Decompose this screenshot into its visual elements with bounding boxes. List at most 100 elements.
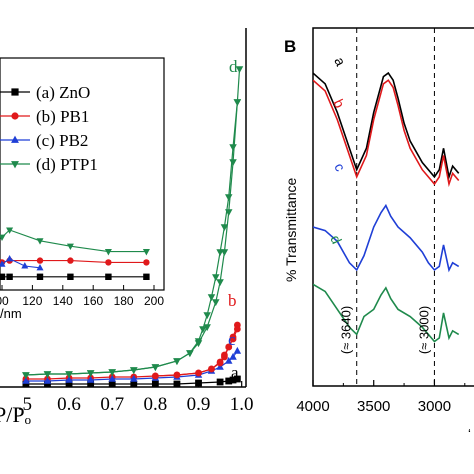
legend-item: (c) PB2 xyxy=(0,131,88,150)
inset-data-point xyxy=(67,257,74,264)
data-point xyxy=(108,369,116,377)
panel-b-frame xyxy=(312,27,474,387)
data-point xyxy=(44,380,51,388)
data-point xyxy=(43,371,52,379)
data-point xyxy=(173,371,181,379)
data-point xyxy=(199,326,207,334)
data-point xyxy=(224,356,233,364)
data-point xyxy=(130,380,138,388)
data-point xyxy=(173,380,181,388)
inset-x-tick-label: 200 xyxy=(144,294,164,308)
legend-label: (d) PTP1 xyxy=(36,155,98,174)
inset-data-point xyxy=(36,273,44,280)
data-point xyxy=(151,380,159,388)
inset-legend: (a) ZnO (b) PB1 (c) PB2 (d) PTP1 xyxy=(0,83,98,174)
inset-data-point xyxy=(0,260,6,267)
panel-b-x-tick-label: 4000 xyxy=(296,398,329,415)
inset-data-point xyxy=(105,273,112,280)
data-point xyxy=(65,371,73,379)
ftir-series-a xyxy=(313,71,460,181)
legend-marker xyxy=(11,112,19,120)
data-point xyxy=(195,379,202,387)
data-point xyxy=(233,325,241,333)
data-point xyxy=(220,224,229,232)
inset-data-point xyxy=(21,262,29,269)
legend-marker xyxy=(11,161,19,169)
panel-b-x-tick-label: 3500 xyxy=(357,398,390,415)
pore-size-inset: 00 120 140 160 180 200 /nm (a) ZnO (b) PB1 (c) … xyxy=(0,57,165,321)
series-a-zno xyxy=(22,375,241,388)
data-point xyxy=(225,377,233,385)
data-point xyxy=(86,375,95,383)
legend-item: (a) ZnO xyxy=(0,83,90,102)
data-point xyxy=(216,378,224,386)
ftir-series-d xyxy=(313,283,460,343)
legend-label: (c) PB2 xyxy=(36,131,88,150)
ftir-curve-label-c: c xyxy=(331,161,348,174)
legend-label: (b) PB1 xyxy=(36,107,89,126)
inset-data-point xyxy=(104,249,112,256)
inset-data-point xyxy=(36,238,44,245)
data-point xyxy=(151,364,160,372)
ftir-series-c xyxy=(313,203,460,273)
data-point xyxy=(203,312,211,320)
data-point xyxy=(22,372,30,380)
data-point xyxy=(65,380,73,388)
peak-annotation: (≈ 3000) xyxy=(416,306,431,354)
inset-data-point xyxy=(36,263,44,271)
peak-annotation: (≈ 3640) xyxy=(339,306,354,354)
data-point xyxy=(216,249,224,257)
data-point xyxy=(225,343,233,351)
data-point xyxy=(216,279,224,287)
inset-data-point xyxy=(143,259,150,266)
adsorption-isotherm-plot: a b c d .5 0.6 0.7 0.8 0.9 1.0 P/Pₒ xyxy=(0,28,254,427)
inset-x-tick-label: 140 xyxy=(53,294,73,308)
series-desorption-5 xyxy=(151,325,241,380)
data-point xyxy=(130,374,138,382)
data-point xyxy=(229,159,237,167)
panel-b-x-label-fragment: ‘ xyxy=(468,426,471,441)
data-point xyxy=(130,367,138,375)
inset-series-line xyxy=(1,260,147,263)
series-desorption-4 xyxy=(22,99,242,380)
data-point xyxy=(203,324,211,332)
series-end-label-c: c xyxy=(228,330,236,349)
inset-data-point xyxy=(143,273,150,280)
inset-series-line xyxy=(1,229,147,253)
inset-data-point xyxy=(66,243,74,251)
inset-data-point xyxy=(0,234,6,242)
series-end-label-a: a xyxy=(231,363,239,382)
x-tick-label: 1.0 xyxy=(230,394,254,415)
panel-b-x-tick-label: 3000 xyxy=(418,398,451,415)
inset-series-c-pb2 xyxy=(0,254,44,271)
x-tick-label: 0.6 xyxy=(57,394,81,415)
legend-label: (a) ZnO xyxy=(36,83,90,102)
data-point xyxy=(229,376,237,384)
data-point xyxy=(195,369,202,377)
inset-series-d-ptp1 xyxy=(0,227,150,256)
inset-x-tick-label: 160 xyxy=(83,294,103,308)
inset-frame xyxy=(0,57,165,291)
data-point xyxy=(207,294,216,302)
panel-b-label: B xyxy=(284,37,296,56)
data-point xyxy=(151,372,159,380)
data-point xyxy=(87,380,95,388)
data-point xyxy=(229,144,237,152)
data-point xyxy=(212,299,220,307)
data-point xyxy=(216,359,224,367)
data-point xyxy=(233,346,242,354)
inset-data-point xyxy=(36,257,44,264)
inset-data-point xyxy=(67,273,74,280)
data-point xyxy=(86,370,95,378)
inset-x-tick-label: 120 xyxy=(22,294,42,308)
data-point xyxy=(221,353,228,361)
inset-x-tick-label: 00 xyxy=(0,294,9,308)
data-point xyxy=(43,376,52,384)
data-point xyxy=(233,375,241,383)
legend-item: (d) PTP1 xyxy=(0,155,98,174)
x-tick-label: .5 xyxy=(18,394,32,415)
ftir-curve-label-b: b xyxy=(330,97,348,111)
panel-b-y-axis-label: % Transmittance xyxy=(283,178,299,282)
inset-data-point xyxy=(6,273,13,280)
